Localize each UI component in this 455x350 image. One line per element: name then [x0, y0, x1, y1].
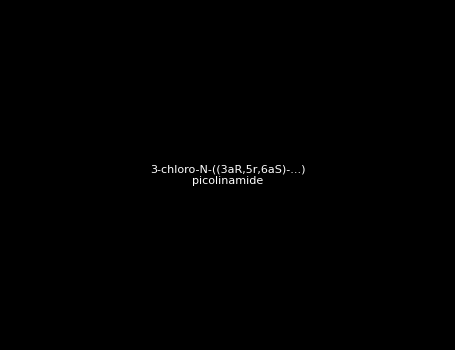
Text: 3-chloro-N-((3aR,5r,6aS)-...)
picolinamide: 3-chloro-N-((3aR,5r,6aS)-...) picolinami… — [150, 164, 305, 186]
